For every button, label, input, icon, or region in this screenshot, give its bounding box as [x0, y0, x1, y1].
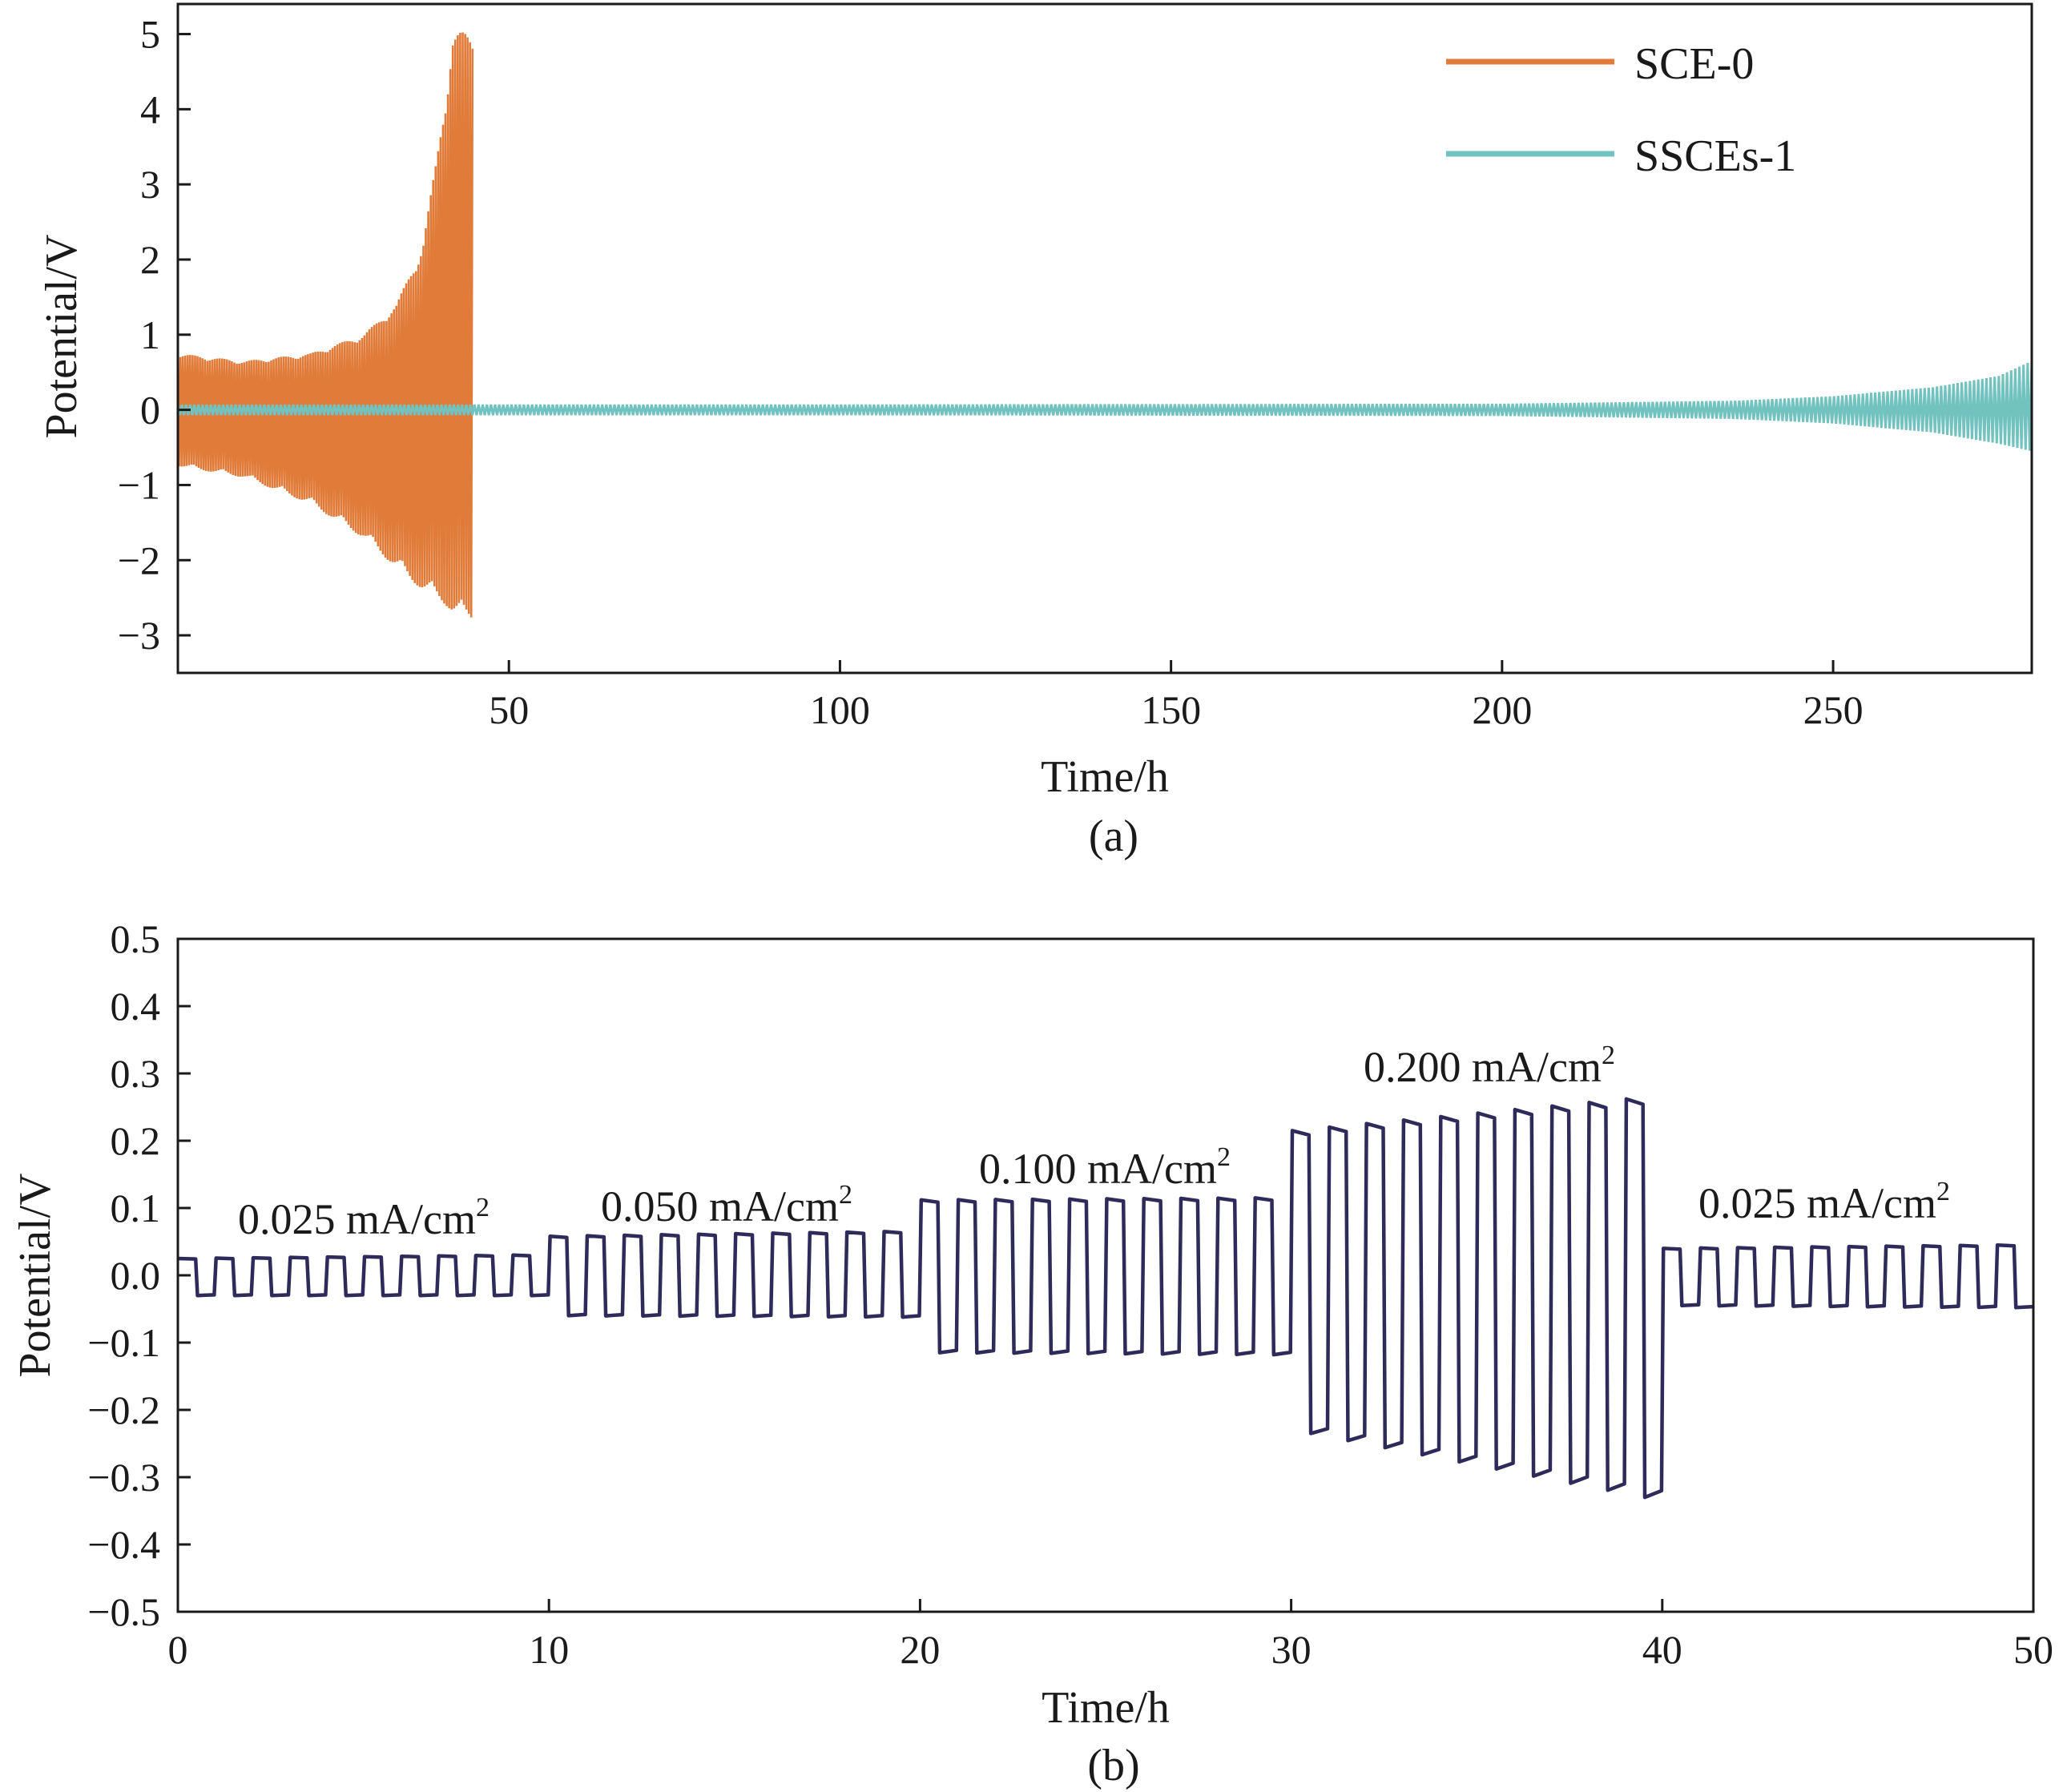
panel-b-x-tick-label: 50 [2013, 1627, 2053, 1672]
panel-b-annotations: 0.025 mA/cm2 0.050 mA/cm2 0.100 mA/cm2 0… [238, 1041, 1950, 1243]
panel-b-y-tick-label: −0.2 [87, 1387, 160, 1432]
panel-b-x-axis: 0 10 20 30 40 50 [168, 1599, 2053, 1672]
panel-a-x-axis-title: Time/h [1041, 752, 1169, 802]
panel-b-x-tick-label: 10 [529, 1627, 569, 1672]
panel-a-x-tick-label: 200 [1472, 687, 1532, 732]
panel-b-y-tick-label: −0.3 [87, 1455, 160, 1500]
series-line-sce-0 [176, 32, 474, 618]
annotation-1-text: 0.025 mA/cm [238, 1195, 476, 1243]
panel-b-plot-area [177, 1097, 2035, 1500]
legend-label-ssces-1: SSCEs-1 [1634, 131, 1796, 181]
panel-a-plot-area [176, 32, 2033, 618]
panel-a-y-tick-label: −1 [118, 462, 160, 507]
panel-a-y-axis: 5 4 3 2 1 0 −1 −2 −3 [118, 12, 191, 658]
panel-b-y-tick-label: 0.4 [111, 984, 161, 1029]
panel-a-y-tick-label: 0 [140, 388, 160, 433]
annotation-current-density-3: 0.100 mA/cm2 [979, 1142, 1231, 1193]
legend-label-sce-0: SCE-0 [1634, 39, 1754, 89]
annotation-current-density-5: 0.025 mA/cm2 [1698, 1177, 1950, 1227]
panel-a-y-tick-label: 3 [140, 162, 160, 207]
annotation-1-sup: 2 [476, 1193, 490, 1222]
panel-b-y-tick-label: −0.1 [87, 1320, 160, 1365]
panel-a-y-tick-label: 5 [140, 12, 160, 57]
panel-b-x-axis-title: Time/h [1042, 1683, 1170, 1733]
panel-b-y-tick-label: 0.0 [111, 1253, 161, 1298]
panel-b-y-tick-label: 0.5 [111, 916, 161, 961]
panel-b-x-tick-label: 30 [1271, 1627, 1312, 1672]
annotation-2-text: 0.050 mA/cm [601, 1182, 839, 1230]
annotation-4-sup: 2 [1602, 1041, 1615, 1070]
panel-b-x-tick-label: 20 [900, 1627, 940, 1672]
panel-a-y-tick-label: 4 [140, 87, 160, 131]
annotation-5-text: 0.025 mA/cm [1698, 1179, 1936, 1227]
annotation-2-sup: 2 [839, 1180, 852, 1210]
panel-a-y-tick-label: −2 [118, 538, 160, 582]
panel-a-frame [176, 2, 2033, 675]
annotation-4-text: 0.200 mA/cm [1364, 1043, 1602, 1091]
panel-a-x-tick-label: 50 [489, 687, 529, 732]
panel-b-x-tick-label: 0 [168, 1627, 188, 1672]
panel-a-y-axis-title: Potential/V [37, 234, 87, 438]
panel-a-x-tick-label: 250 [1803, 687, 1864, 732]
panel-b-y-tick-label: −0.4 [87, 1522, 160, 1567]
panel-a-x-tick-label: 150 [1141, 687, 1201, 732]
panel-b-y-axis-title: Potential/V [10, 1173, 60, 1377]
panel-b-chart: 0.5 0.4 0.3 0.2 0.1 0.0 −0.1 −0.2 −0.3 −0.4 −0.5 0… [10, 916, 2053, 1790]
panel-a-y-tick-label: 2 [140, 237, 160, 282]
panel-b-y-tick-label: 0.1 [111, 1186, 161, 1230]
panel-b-y-tick-label: −0.5 [87, 1589, 160, 1634]
panel-a-legend: SCE-0 SSCEs-1 [1446, 39, 1796, 181]
panel-a-x-axis: 50 100 150 200 250 [489, 660, 1864, 732]
annotation-5-sup: 2 [1936, 1177, 1950, 1206]
panel-a-subfigure-label: (a) [1089, 811, 1138, 861]
panel-b-x-tick-label: 40 [1642, 1627, 1682, 1672]
panel-a-x-tick-label: 100 [810, 687, 870, 732]
annotation-current-density-2: 0.050 mA/cm2 [601, 1180, 852, 1230]
panel-b-y-tick-label: 0.3 [111, 1051, 161, 1096]
annotation-3-sup: 2 [1217, 1142, 1231, 1172]
annotation-current-density-1: 0.025 mA/cm2 [238, 1193, 490, 1243]
series-line-rate-capability [177, 1097, 2035, 1500]
panel-b-y-tick-label: 0.2 [111, 1118, 161, 1163]
panel-b-y-axis: 0.5 0.4 0.3 0.2 0.1 0.0 −0.1 −0.2 −0.3 −0.4 −0.5 [87, 916, 191, 1634]
annotation-3-text: 0.100 mA/cm [979, 1145, 1217, 1193]
panel-a-y-tick-label: −3 [118, 613, 160, 658]
panel-a-y-tick-label: 1 [140, 312, 160, 357]
series-line-ssces-1 [176, 360, 2033, 451]
panel-b-subfigure-label: (b) [1087, 1741, 1139, 1790]
annotation-current-density-4: 0.200 mA/cm2 [1364, 1041, 1615, 1091]
